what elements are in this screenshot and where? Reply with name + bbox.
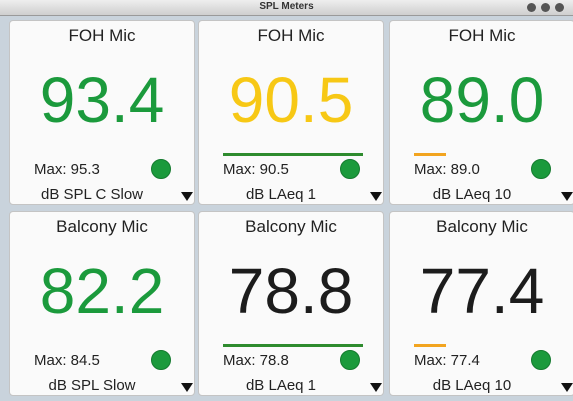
meter-panel: FOH Mic 90.5 Max: 90.5 dB LAeq 1 xyxy=(198,20,384,205)
level-value: 89.0 xyxy=(419,64,545,136)
mic-name: FOH Mic xyxy=(257,26,325,45)
status-dot xyxy=(340,350,360,370)
mic-name: Balcony Mic xyxy=(56,217,148,236)
level-indicator xyxy=(414,344,446,347)
window-button[interactable] xyxy=(555,3,564,12)
dropdown-arrow[interactable] xyxy=(181,383,193,392)
max-label: Max: 89.0 xyxy=(414,161,480,178)
meter-panel: Balcony Mic 82.2 Max: 84.5 dB SPL Slow xyxy=(9,211,195,396)
meter-panel: Balcony Mic 78.8 Max: 78.8 dB LAeq 1 xyxy=(198,211,384,396)
level-value: 90.5 xyxy=(228,64,354,136)
max-label: Max: 78.8 xyxy=(223,352,289,369)
status-dot xyxy=(531,159,551,179)
level-value: 82.2 xyxy=(39,255,165,327)
level-value: 77.4 xyxy=(419,255,545,327)
level-indicator xyxy=(223,153,363,156)
mode-label[interactable]: dB LAeq 1 xyxy=(245,186,317,203)
dropdown-arrow[interactable] xyxy=(181,192,193,201)
mode-label[interactable]: dB LAeq 1 xyxy=(245,377,317,394)
dropdown-arrow[interactable] xyxy=(561,192,573,201)
level-indicator xyxy=(223,344,363,347)
dropdown-arrow[interactable] xyxy=(561,383,573,392)
window-button[interactable] xyxy=(541,3,550,12)
dropdown-arrow[interactable] xyxy=(370,192,382,201)
mic-name: FOH Mic xyxy=(448,26,516,45)
level-value: 93.4 xyxy=(39,64,165,136)
max-label: Max: 77.4 xyxy=(414,352,480,369)
mic-name: Balcony Mic xyxy=(436,217,528,236)
max-label: Max: 84.5 xyxy=(34,352,100,369)
meter-panel: FOH Mic 89.0 Max: 89.0 dB LAeq 10 xyxy=(389,20,573,205)
mode-label[interactable]: dB SPL C Slow xyxy=(41,186,143,203)
level-indicator xyxy=(414,153,446,156)
status-dot xyxy=(151,350,171,370)
mode-label[interactable]: dB LAeq 10 xyxy=(432,186,512,203)
meter-panel: Balcony Mic 77.4 Max: 77.4 dB LAeq 10 xyxy=(389,211,573,396)
mode-label[interactable]: dB LAeq 10 xyxy=(432,377,512,394)
mic-name: FOH Mic xyxy=(68,26,136,45)
max-label: Max: 90.5 xyxy=(223,161,289,178)
window-button[interactable] xyxy=(527,3,536,12)
meter-panel: FOH Mic 93.4 Max: 95.3 dB SPL C Slow xyxy=(9,20,195,205)
max-label: Max: 95.3 xyxy=(34,161,100,178)
level-value: 78.8 xyxy=(228,255,354,327)
status-dot xyxy=(151,159,171,179)
mode-label[interactable]: dB SPL Slow xyxy=(48,377,136,394)
mic-name: Balcony Mic xyxy=(245,217,337,236)
window-title: SPL Meters xyxy=(259,1,314,12)
status-dot xyxy=(531,350,551,370)
title-bar: SPL Meters xyxy=(0,0,573,16)
dropdown-arrow[interactable] xyxy=(370,383,382,392)
status-dot xyxy=(340,159,360,179)
